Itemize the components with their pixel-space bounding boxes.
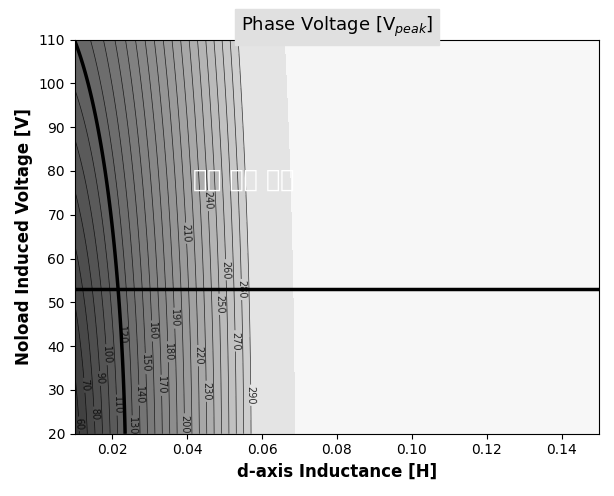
Text: 150: 150 (141, 354, 151, 373)
Text: 230: 230 (201, 382, 211, 401)
Text: 290: 290 (246, 386, 256, 404)
Text: 170: 170 (156, 376, 166, 395)
Text: 190: 190 (169, 309, 180, 327)
Text: 130: 130 (127, 417, 138, 435)
Title: Phase Voltage [V$_{peak}$]: Phase Voltage [V$_{peak}$] (241, 15, 433, 39)
Text: 220: 220 (193, 346, 203, 365)
Text: 60: 60 (74, 418, 84, 430)
Text: 110: 110 (112, 396, 122, 415)
Text: 260: 260 (220, 260, 231, 279)
Y-axis label: Noload Induced Voltage [V]: Noload Induced Voltage [V] (15, 108, 33, 365)
Text: 200: 200 (179, 415, 190, 433)
Text: 90: 90 (95, 372, 106, 385)
Text: 180: 180 (163, 342, 173, 361)
Text: 140: 140 (134, 386, 144, 405)
Text: 270: 270 (230, 331, 240, 350)
Text: 160: 160 (147, 321, 157, 340)
Text: 80: 80 (89, 408, 99, 420)
X-axis label: d-axis Inductance [H]: d-axis Inductance [H] (237, 463, 437, 481)
Text: 70: 70 (79, 379, 90, 392)
Text: 240: 240 (203, 191, 213, 210)
Text: 100: 100 (101, 345, 112, 364)
Text: 120: 120 (115, 325, 126, 344)
Text: 210: 210 (181, 224, 192, 243)
Text: 250: 250 (214, 295, 225, 314)
Text: 설계 가능 영역: 설계 가능 영역 (193, 168, 294, 191)
Text: 280: 280 (236, 280, 247, 299)
